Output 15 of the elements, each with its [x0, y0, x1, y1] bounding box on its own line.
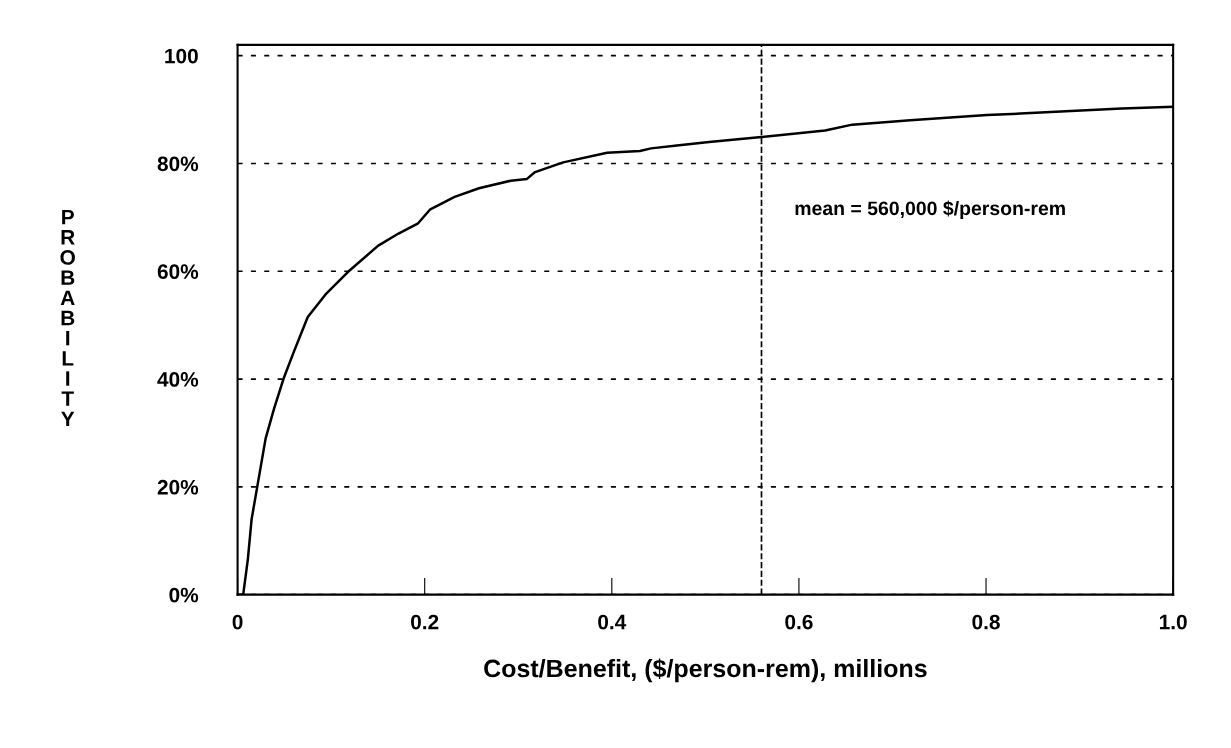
- x-tick-label: 0.8: [972, 614, 1000, 630]
- y-tick-label: 100: [165, 48, 198, 64]
- x-tick-label: 0.6: [785, 614, 813, 630]
- y-tick-label: 80%: [157, 156, 199, 172]
- ref-line-label: mean = 560,000 $/person-rem: [795, 200, 1065, 220]
- x-tick-label: 0.2: [411, 614, 439, 630]
- y-tick-label: 40%: [157, 372, 199, 387]
- x-tick-label: 0: [232, 614, 243, 630]
- y-tick-label: 0%: [169, 587, 199, 603]
- x-axis-title: Cost/Benefit, ($/person-rem), millions: [484, 658, 927, 683]
- x-tick-label: 0.4: [598, 614, 627, 630]
- x-tick-label: 1.0: [1159, 614, 1187, 630]
- y-tick-label: 60%: [157, 264, 199, 280]
- y-tick-label: 20%: [157, 479, 199, 495]
- text: PROBABILITY: [60, 209, 75, 427]
